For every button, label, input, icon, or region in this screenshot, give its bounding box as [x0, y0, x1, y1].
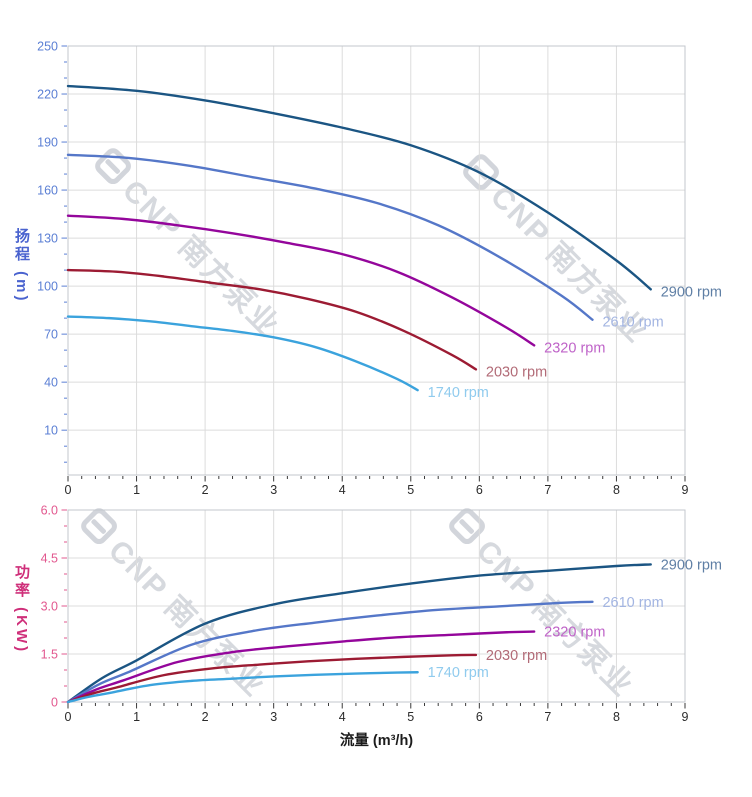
y-tick-label: 250: [37, 40, 58, 54]
curve-2030-rpm: [66, 653, 478, 704]
y-axis: 10 40 70 100 130 160 190 220 250: [37, 40, 67, 463]
y-tick-label: 4.5: [41, 552, 58, 566]
series-label-2900-rpm: 2900 rpm: [661, 284, 722, 300]
y-tick-label: 0: [51, 696, 58, 710]
x-tick-label: 0: [65, 710, 72, 724]
series-label-2320-rpm: 2320 rpm: [544, 340, 605, 356]
series-label-2030-rpm: 2030 rpm: [486, 364, 547, 380]
y-tick-label: 130: [37, 232, 58, 246]
curve-2320-rpm: [66, 630, 536, 704]
x-tick-label: 6: [476, 483, 483, 497]
x-tick-label: 4: [339, 483, 346, 497]
series-label-2610-rpm: 2610 rpm: [602, 315, 663, 331]
x-tick-label: 8: [613, 710, 620, 724]
series-label-1740-rpm: 1740 rpm: [428, 385, 489, 401]
x-tick-label: 2: [202, 483, 209, 497]
y-tick-label: 1.5: [41, 648, 58, 662]
power-vs-flow-chart: 0 1 2 3 4 5 6 7 8 9 0 1.5 3.0 4.5 6.0 2900 rpm 2610 rpm 2…: [41, 504, 722, 725]
y-tick-label: 6.0: [41, 504, 58, 518]
x-tick-label: 1: [133, 483, 140, 497]
series-label-2320-rpm: 2320 rpm: [544, 625, 605, 641]
plot-border: [67, 509, 686, 703]
x-tick-label: 5: [407, 710, 414, 724]
gridlines: [68, 46, 685, 475]
x-tick-label: 7: [544, 710, 551, 724]
x-tick-label: 3: [270, 710, 277, 724]
plot-border: [67, 45, 686, 476]
curve-1740-rpm: [66, 315, 419, 392]
head-axis-title: 扬程 (m): [13, 228, 30, 304]
y-tick-label: 3.0: [41, 600, 58, 614]
x-tick-label: 9: [682, 710, 689, 724]
curve-2610-rpm: [66, 153, 594, 321]
x-tick-label: 2: [202, 710, 209, 724]
curve-2900-rpm: [66, 563, 652, 704]
x-tick-label: 6: [476, 710, 483, 724]
curve-2610-rpm: [66, 600, 594, 704]
y-tick-label: 160: [37, 184, 58, 198]
x-tick-label: 9: [682, 483, 689, 497]
x-tick-label: 4: [339, 710, 346, 724]
y-tick-label: 10: [44, 424, 58, 438]
curve-2320-rpm: [66, 214, 536, 347]
x-tick-label: 0: [65, 483, 72, 497]
x-tick-label: 3: [270, 483, 277, 497]
y-tick-label: 190: [37, 136, 58, 150]
flow-axis-title: 流量 (m³/h): [339, 733, 414, 749]
x-tick-label: 1: [133, 710, 140, 724]
x-axis: 0 1 2 3 4 5 6 7 8 9: [65, 703, 689, 724]
power-axis-title: 功率 (KW): [13, 564, 30, 655]
series-label-2610-rpm: 2610 rpm: [602, 595, 663, 611]
x-tick-label: 5: [407, 483, 414, 497]
x-tick-label: 7: [544, 483, 551, 497]
y-tick-label: 40: [44, 376, 58, 390]
series-label-2900-rpm: 2900 rpm: [661, 557, 722, 573]
curve-2900-rpm: [66, 84, 652, 291]
y-tick-label: 220: [37, 88, 58, 102]
series-label-2030-rpm: 2030 rpm: [486, 648, 547, 664]
y-tick-label: 100: [37, 280, 58, 294]
head-vs-flow-chart: 0 1 2 3 4 5 6 7 8 9 10 40 70 100 130 160 190 220 250 2900 r…: [37, 40, 722, 498]
x-axis: 0 1 2 3 4 5 6 7 8 9: [65, 476, 689, 497]
y-axis: 0 1.5 3.0 4.5 6.0: [41, 504, 67, 710]
x-tick-label: 8: [613, 483, 620, 497]
series-label-1740-rpm: 1740 rpm: [428, 665, 489, 681]
curve-1740-rpm: [66, 671, 419, 704]
curve-2030-rpm: [66, 268, 478, 371]
y-tick-label: 70: [44, 328, 58, 342]
